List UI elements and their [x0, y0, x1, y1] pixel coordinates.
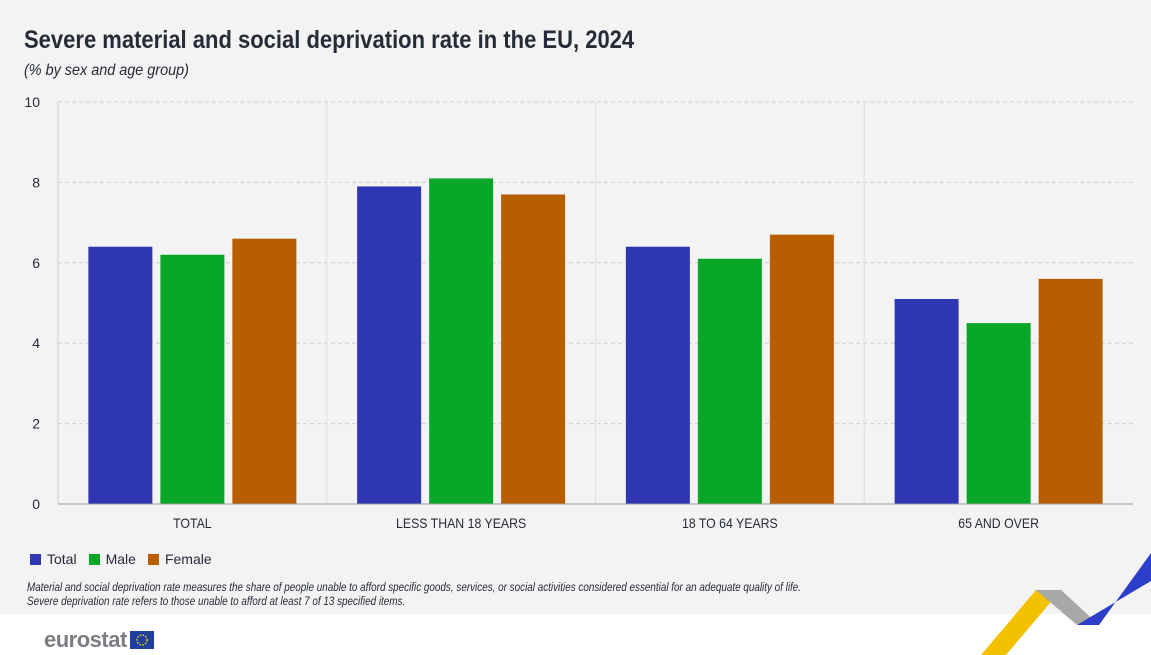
bar-male	[697, 258, 762, 504]
legend-item: Male	[88, 551, 136, 567]
bar-total	[88, 246, 153, 504]
bar-chart: 0 2 4 6 8 10 TOTAL LESS THAN 18 YEARS 18 TO 64 Y…	[24, 94, 1133, 531]
y-tick-label: 2	[32, 416, 40, 432]
bar-male	[429, 178, 494, 504]
legend-item: Female	[147, 551, 212, 567]
decorative-stripes	[981, 553, 1151, 655]
bar-total	[625, 246, 690, 504]
legend-label: Male	[105, 551, 136, 567]
legend-item: Total	[30, 551, 77, 567]
bar-female	[232, 238, 297, 504]
legend-swatch	[147, 553, 159, 565]
x-tick-label: 18 TO 64 YEARS	[682, 515, 778, 531]
bar-female	[501, 194, 566, 504]
y-tick-label: 6	[32, 255, 40, 271]
x-tick-label: 65 AND OVER	[958, 515, 1039, 531]
legend-swatch	[88, 553, 100, 565]
bar-female	[1038, 278, 1103, 504]
footnote: Severe deprivation rate refers to those …	[27, 596, 406, 608]
chart-subtitle: (% by sex and age group)	[24, 62, 189, 79]
y-tick-label: 4	[32, 335, 40, 351]
footnote: Material and social deprivation rate mea…	[27, 582, 802, 594]
y-tick-label: 8	[32, 174, 40, 190]
bar-male	[160, 254, 225, 504]
bar-total	[894, 298, 959, 504]
legend-swatch	[30, 553, 41, 565]
footnotes: Material and social deprivation rate mea…	[27, 581, 801, 609]
eu-flag-icon	[129, 631, 154, 649]
chart-title: Severe material and social deprivation r…	[24, 26, 635, 54]
y-tick-label: 10	[24, 94, 40, 110]
y-tick-label: 0	[32, 496, 40, 512]
eurostat-logo: eurostat	[44, 627, 154, 653]
bar-female	[769, 234, 834, 504]
legend: Total Male Female	[30, 551, 212, 567]
x-tick-label: TOTAL	[173, 515, 212, 531]
legend-label: Total	[47, 551, 77, 567]
legend-label: Female	[164, 551, 212, 567]
x-tick-label: LESS THAN 18 YEARS	[396, 515, 526, 531]
bar-male	[966, 323, 1031, 504]
bar-total	[357, 186, 422, 505]
logo-text: eurostat	[44, 627, 127, 652]
